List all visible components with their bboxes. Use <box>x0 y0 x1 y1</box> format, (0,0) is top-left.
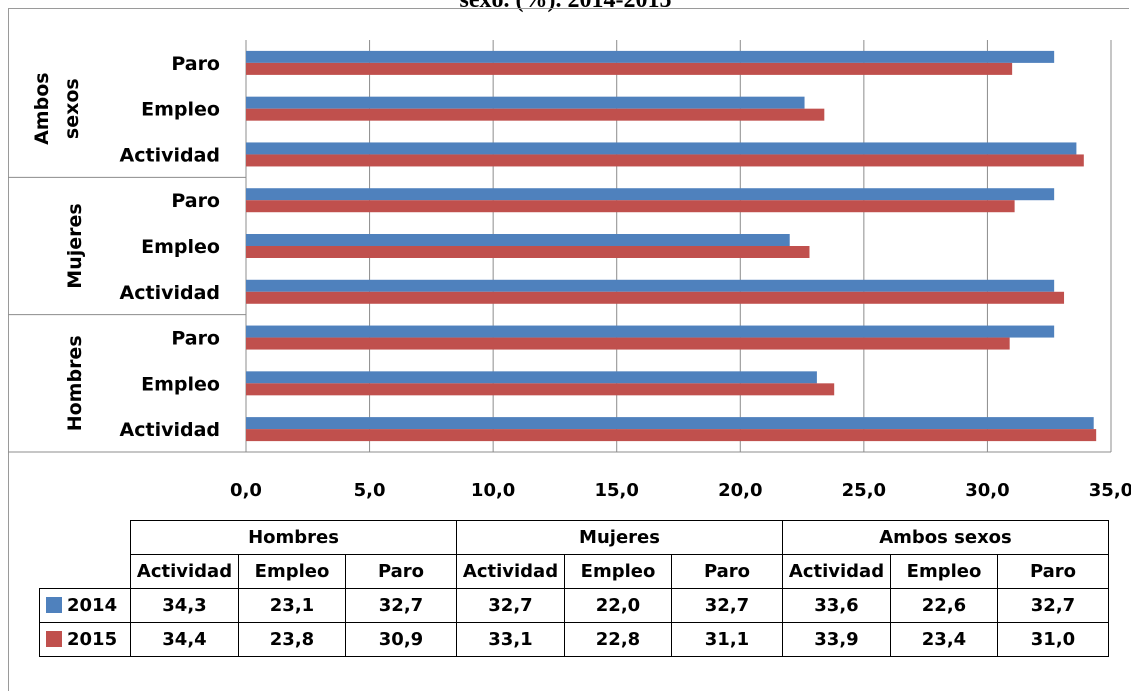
x-tick-label: 30,0 <box>965 480 1009 501</box>
bar-2014 <box>246 96 805 109</box>
bar-2014 <box>246 279 1055 292</box>
bar-2014 <box>246 188 1055 201</box>
x-tick-label: 25,0 <box>842 480 886 501</box>
group-label: Mujeres <box>64 203 86 288</box>
table-cell: 23,4 <box>890 622 998 657</box>
table-group-header: Ambos sexos <box>782 520 1109 555</box>
table-cell: 33,1 <box>456 622 565 657</box>
table-row: 2014 34,3 23,1 32,7 32,7 22,0 32,7 33,6 22,6 32,7 <box>39 588 1109 623</box>
table-sub-header: Paro <box>671 554 783 589</box>
category-label: Paro <box>171 328 220 350</box>
bar-2014 <box>246 417 1094 430</box>
group-label: Hombres <box>64 335 86 431</box>
table-cell: 23,1 <box>238 588 346 623</box>
table-cell: 30,9 <box>345 622 457 657</box>
table-sub-header: Empleo <box>564 554 672 589</box>
table-cell: 33,9 <box>782 622 891 657</box>
table-cell: 22,6 <box>890 588 998 623</box>
legend-swatch <box>46 631 62 647</box>
bar-2015 <box>246 154 1084 167</box>
bar-2015 <box>246 200 1015 213</box>
table-group-header: Hombres <box>130 520 457 555</box>
x-tick-label: 35,0 <box>1089 480 1131 501</box>
category-label: Actividad <box>120 282 220 304</box>
table-cell: 34,3 <box>130 588 239 623</box>
group-label: sexos <box>61 78 83 139</box>
table-subheader-row: Actividad Empleo Paro Actividad Empleo Paro Ac… <box>40 554 1109 589</box>
table-sub-header: Actividad <box>782 554 891 589</box>
x-tick-label: 0,0 <box>230 480 262 501</box>
table-cell: 22,0 <box>564 588 672 623</box>
group-label: Ambos <box>31 72 53 144</box>
bar-2015 <box>246 291 1065 304</box>
category-label: Paro <box>171 190 220 212</box>
bar-2015 <box>246 246 810 258</box>
bar-chart: 0,0 5,0 10,0 15,0 20,0 25,0 30,0 35,0 Actividad E… <box>8 40 1131 501</box>
legend-entry: 2015 <box>39 622 131 657</box>
bar-2015 <box>246 337 1010 350</box>
table-corner <box>40 555 131 589</box>
bar-2015 <box>246 62 1013 75</box>
category-label: Actividad <box>120 419 220 441</box>
x-tick-label: 5,0 <box>354 480 386 501</box>
bar-2014 <box>246 325 1055 338</box>
bar-2014 <box>246 234 790 246</box>
table-cell: 33,6 <box>782 588 891 623</box>
bar-2015 <box>246 429 1097 442</box>
table-row: 2015 34,4 23,8 30,9 33,1 22,8 31,1 33,9 23,4 31,0 <box>39 622 1109 657</box>
category-label: Paro <box>171 53 220 75</box>
table-cell: 23,8 <box>238 622 346 657</box>
table-sub-header: Actividad <box>130 554 239 589</box>
table-sub-header: Paro <box>345 554 457 589</box>
table-cell: 31,1 <box>671 622 783 657</box>
table-sub-header: Actividad <box>456 554 565 589</box>
x-tick-label: 15,0 <box>595 480 639 501</box>
x-tick-label: 20,0 <box>718 480 762 501</box>
chart-title: sexo. (%). 2014-2015 <box>459 0 672 13</box>
x-tick-label: 10,0 <box>471 480 515 501</box>
category-label: Empleo <box>141 99 220 121</box>
legend-label: 2014 <box>67 595 118 616</box>
data-table: Hombres Mujeres Ambos sexos Actividad Empleo… <box>39 520 1109 657</box>
table-cell: 32,7 <box>345 588 457 623</box>
table-cell: 34,4 <box>130 622 239 657</box>
table-corner <box>40 521 131 555</box>
table-sub-header: Paro <box>997 554 1109 589</box>
legend-swatch <box>46 597 62 613</box>
legend-entry: 2014 <box>39 588 131 623</box>
bar-2015 <box>246 383 835 396</box>
table-header-row: Hombres Mujeres Ambos sexos <box>40 520 1109 555</box>
table-group-header: Mujeres <box>456 520 783 555</box>
table-cell: 31,0 <box>997 622 1109 657</box>
bar-2014 <box>246 371 817 384</box>
legend-label: 2015 <box>67 629 118 650</box>
table-sub-header: Empleo <box>238 554 346 589</box>
bar-2014 <box>246 50 1055 63</box>
bar-2015 <box>246 108 825 121</box>
table-sub-header: Empleo <box>890 554 998 589</box>
category-label: Empleo <box>141 373 220 395</box>
category-label: Empleo <box>141 236 220 258</box>
table-cell: 32,7 <box>456 588 565 623</box>
table-cell: 32,7 <box>997 588 1109 623</box>
chart-frame <box>8 8 1129 691</box>
table-cell: 22,8 <box>564 622 672 657</box>
bar-2014 <box>246 142 1077 155</box>
category-label: Actividad <box>120 144 220 166</box>
table-cell: 32,7 <box>671 588 783 623</box>
